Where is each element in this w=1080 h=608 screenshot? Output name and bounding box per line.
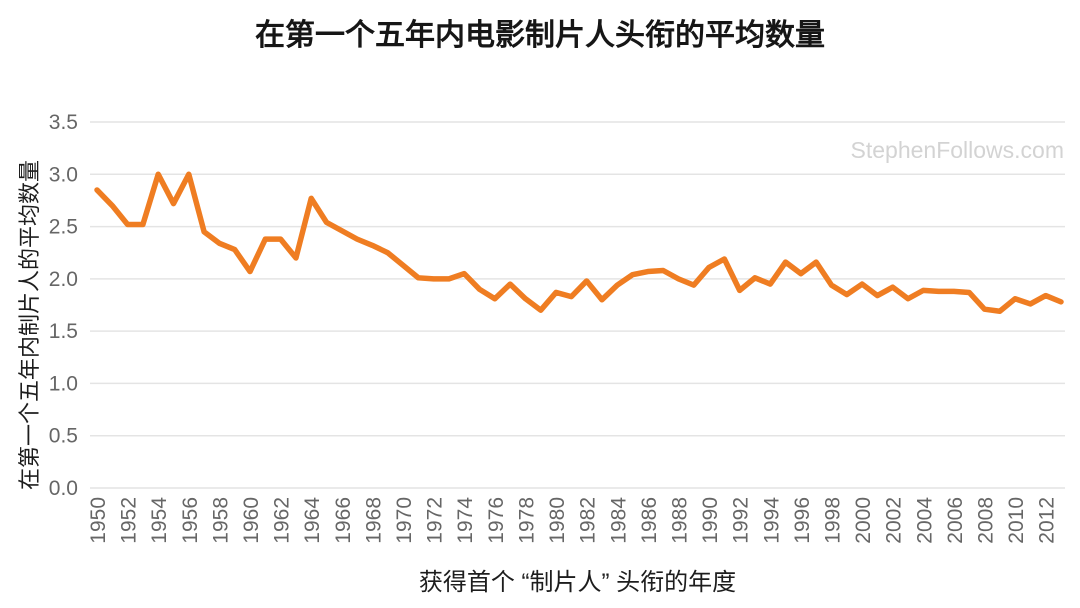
x-tick-label: 1970 <box>393 497 416 544</box>
x-tick-label: 1958 <box>209 497 232 544</box>
x-tick-label: 1954 <box>148 497 171 544</box>
y-tick-label: 3.0 <box>49 163 78 186</box>
y-tick-label: 2.5 <box>49 216 78 239</box>
x-tick-label: 1992 <box>730 497 753 544</box>
y-tick-label: 1.5 <box>49 320 78 343</box>
x-tick-label: 1952 <box>118 497 141 544</box>
x-tick-label: 1964 <box>301 497 324 544</box>
y-tick-label: 2.0 <box>49 268 78 291</box>
x-tick-label: 1950 <box>87 497 110 544</box>
y-tick-label: 1.0 <box>49 372 78 395</box>
x-tick-label: 2006 <box>944 497 967 544</box>
x-tick-label: 1956 <box>179 497 202 544</box>
x-axis-title: 获得首个 “制片人” 头衔的年度 <box>418 569 737 596</box>
x-tick-label: 1972 <box>424 497 447 544</box>
x-tick-label: 1990 <box>699 497 722 544</box>
x-tick-label: 1976 <box>485 497 508 544</box>
y-tick-label: 0.5 <box>49 425 78 448</box>
data-line <box>94 171 1064 315</box>
watermark: StephenFollows.com <box>850 137 1065 163</box>
x-tick-label: 2004 <box>913 497 936 544</box>
chart-title: 在第一个五年内电影制片人头衔的平均数量 <box>255 19 825 52</box>
y-tick-label: 3.5 <box>49 111 78 134</box>
x-tick-label: 1996 <box>791 497 814 544</box>
x-tick-label: 1980 <box>546 497 569 544</box>
x-tick-label: 2010 <box>1005 497 1028 544</box>
x-tick-label: 1994 <box>760 497 783 544</box>
x-tick-label: 1982 <box>577 497 600 544</box>
x-tick-label: 1974 <box>454 497 477 544</box>
x-tick-label: 2000 <box>852 497 875 544</box>
x-tick-label: 1960 <box>240 497 263 544</box>
x-tick-label: 1962 <box>271 497 294 544</box>
x-tick-label: 1984 <box>607 497 630 544</box>
x-tick-label: 1968 <box>362 497 385 544</box>
x-tick-label: 1978 <box>515 497 538 544</box>
x-tick-label: 1998 <box>821 497 844 544</box>
x-tick-label: 2002 <box>883 497 906 544</box>
y-axis-title: 在第一个五年内制片人的平均数量 <box>17 159 42 490</box>
x-tick-label: 2012 <box>1036 497 1059 544</box>
x-tick-label: 2008 <box>974 497 997 544</box>
x-tick-label: 1966 <box>332 497 355 544</box>
y-tick-label: 0.0 <box>49 477 78 500</box>
x-tick-label: 1988 <box>668 497 691 544</box>
x-tick-label: 1986 <box>638 497 661 544</box>
